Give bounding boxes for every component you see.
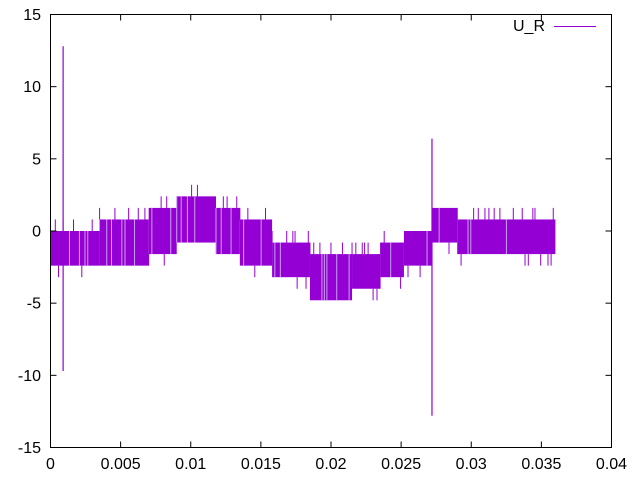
x-tick-label: 0.04 — [596, 456, 627, 473]
signal-band — [380, 242, 404, 278]
signal-band — [148, 207, 177, 255]
signal-band — [309, 254, 353, 301]
signal-band — [50, 231, 100, 266]
signal-band — [431, 207, 458, 243]
legend: U_R — [513, 18, 596, 35]
signal-band — [239, 219, 273, 266]
y-tick-label: -10 — [18, 368, 41, 385]
y-tick-label: 15 — [23, 7, 41, 24]
y-tick-label: 10 — [23, 79, 41, 96]
x-tick-label: 0 — [46, 456, 55, 473]
y-tick-label: 0 — [32, 224, 41, 241]
y-tick-label: -5 — [27, 296, 41, 313]
signal-band — [352, 254, 381, 289]
axes: 0 0.005 0.01 0.015 0.02 0.025 0.03 0.035 0.04 15 1… — [18, 7, 627, 473]
plot-area — [50, 46, 556, 416]
signal-band — [99, 219, 149, 266]
x-tick-label: 0.01 — [175, 456, 206, 473]
legend-label: U_R — [513, 18, 545, 35]
signal-band — [272, 242, 310, 278]
signal-band — [176, 196, 216, 243]
x-tick-label: 0.03 — [456, 456, 487, 473]
x-tick-label: 0.035 — [521, 456, 561, 473]
y-tick-label: 5 — [32, 151, 41, 168]
y-tick-label: -15 — [18, 440, 41, 457]
x-tick-label: 0.005 — [101, 456, 141, 473]
x-tick-label: 0.025 — [381, 456, 421, 473]
x-tick-label: 0.02 — [315, 456, 346, 473]
signal-band — [403, 231, 432, 266]
x-tick-label: 0.015 — [241, 456, 281, 473]
signal-band — [215, 207, 240, 255]
